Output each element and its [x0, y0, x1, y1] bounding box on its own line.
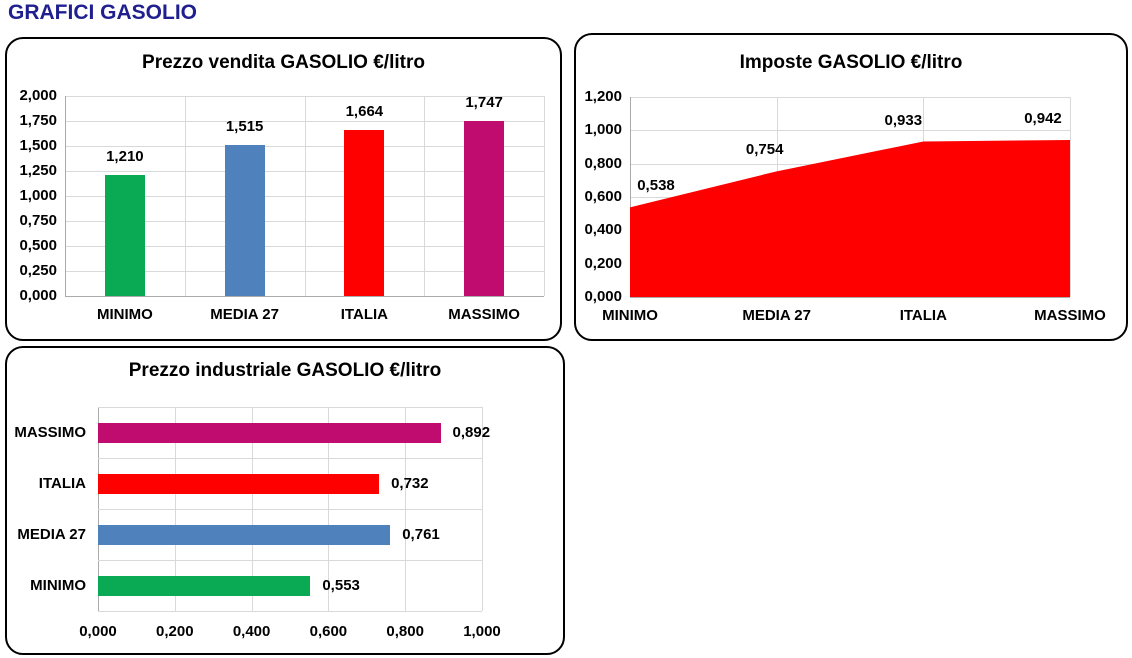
value-label-italia: 1,664: [345, 102, 384, 120]
y-axis-tick: 1,000: [19, 187, 57, 204]
value-label-minimo: 0,538: [637, 177, 675, 195]
value-label-italia: 0,732: [391, 474, 429, 492]
x-axis-tick: 0,800: [386, 623, 424, 640]
gridline: [630, 97, 631, 297]
area-series-imposte: [630, 140, 1070, 297]
y-axis-tick: 0,000: [19, 287, 57, 304]
x-axis-label-massimo: MASSIMO: [1034, 307, 1106, 324]
bar-massimo: [464, 121, 505, 296]
value-label-massimo: 0,942: [1024, 110, 1062, 127]
y-axis-label-massimo: MASSIMO: [14, 423, 86, 441]
chart-title-imposte: Imposte GASOLIO €/litro: [739, 52, 963, 73]
gridline: [482, 407, 483, 611]
bar-massimo: [98, 422, 441, 443]
x-axis-tick: 0,400: [232, 623, 271, 640]
y-axis-label-minimo: MINIMO: [30, 576, 86, 594]
value-label-massimo: 0,892: [452, 423, 491, 441]
gridline: [98, 611, 482, 612]
value-label-minimo: 0,553: [322, 576, 360, 594]
x-axis-label-media-27: MEDIA 27: [742, 307, 811, 324]
bar-media-27: [98, 524, 391, 545]
chart-title-prezzo-industriale: Prezzo industriale GASOLIO €/litro: [128, 360, 442, 381]
x-axis-label-minimo: MINIMO: [96, 306, 153, 323]
y-axis-label-media-27: MEDIA 27: [17, 525, 86, 543]
y-axis-tick: 0,250: [19, 262, 57, 279]
x-axis-label-massimo: MASSIMO: [448, 306, 520, 323]
value-label-media-27: 1,515: [225, 117, 264, 135]
y-axis-tick: 1,500: [19, 137, 57, 154]
y-axis-tick: 2,000: [19, 87, 57, 104]
value-label-media-27: 0,754: [745, 141, 784, 159]
x-axis-tick: 0,600: [309, 623, 348, 640]
y-axis-label-italia: ITALIA: [38, 474, 86, 492]
y-axis-tick: 0,600: [584, 188, 622, 205]
y-axis-tick: 1,000: [584, 121, 622, 139]
x-axis-tick: 0,200: [156, 623, 194, 640]
bar-media-27: [224, 144, 265, 296]
gridline: [424, 96, 426, 296]
gridline: [630, 97, 1070, 98]
y-axis-tick: 1,250: [19, 162, 57, 179]
y-axis-tick: 1,200: [584, 88, 622, 105]
gridline: [184, 96, 186, 296]
x-axis-label-italia: ITALIA: [340, 306, 388, 323]
chart-panel-prezzo-vendita: Prezzo vendita GASOLIO €/litro 2,000 1,75…: [5, 37, 562, 341]
value-label-italia: 0,933: [884, 111, 923, 129]
x-axis-label-minimo: MINIMO: [602, 307, 658, 324]
y-axis-tick: 0,200: [584, 254, 622, 272]
x-axis-tick: 1,000: [463, 623, 501, 640]
chart-prezzo-industriale: 0,000 0,200 0,400 0,600 0,800 1,000 0,892 MASSI…: [7, 348, 563, 653]
gridline: [630, 130, 1070, 132]
chart-imposte: 1,200 1,000 0,800 0,600 0,400 0,200 0,000 0,538…: [576, 35, 1126, 339]
y-axis-tick: 0,400: [584, 221, 622, 239]
x-axis-label-media-27: MEDIA 27: [210, 306, 279, 323]
chart-panel-imposte: Imposte GASOLIO €/litro 1,200 1,000 0,800 0…: [574, 33, 1128, 341]
chart-title-prezzo-vendita: Prezzo vendita GASOLIO €/litro: [142, 52, 425, 73]
chart-prezzo-vendita: 2,000 1,750 1,500 1,250 1,000 0,750 0,500 0,250…: [7, 39, 560, 339]
bar-minimo: [98, 575, 311, 596]
y-axis-tick: 0,000: [584, 288, 622, 305]
gridline: [98, 509, 482, 510]
value-label-minimo: 1,210: [106, 148, 144, 165]
gridline: [98, 407, 482, 408]
y-axis-tick: 0,800: [584, 154, 622, 172]
gridline: [98, 458, 482, 459]
x-axis-tick: 0,000: [79, 623, 117, 640]
x-axis-label-italia: ITALIA: [899, 307, 947, 324]
y-axis-tick: 0,750: [19, 212, 57, 229]
gridline: [65, 96, 66, 296]
value-label-media-27: 0,761: [402, 525, 440, 543]
bar-italia: [344, 129, 385, 296]
y-axis-tick: 0,500: [19, 237, 57, 254]
gridline: [98, 560, 482, 561]
chart-panel-prezzo-industriale: Prezzo industriale GASOLIO €/litro 0,000…: [5, 346, 565, 655]
bar-minimo: [104, 175, 145, 296]
gridline: [304, 96, 306, 296]
page-title: GRAFICI GASOLIO: [8, 1, 197, 24]
value-label-massimo: 1,747: [465, 94, 503, 112]
gridline: [630, 297, 1070, 298]
y-axis-tick: 1,750: [19, 112, 57, 129]
gridline: [544, 96, 545, 296]
bar-italia: [98, 473, 380, 494]
gridline: [1070, 97, 1071, 297]
gridline: [65, 296, 544, 297]
